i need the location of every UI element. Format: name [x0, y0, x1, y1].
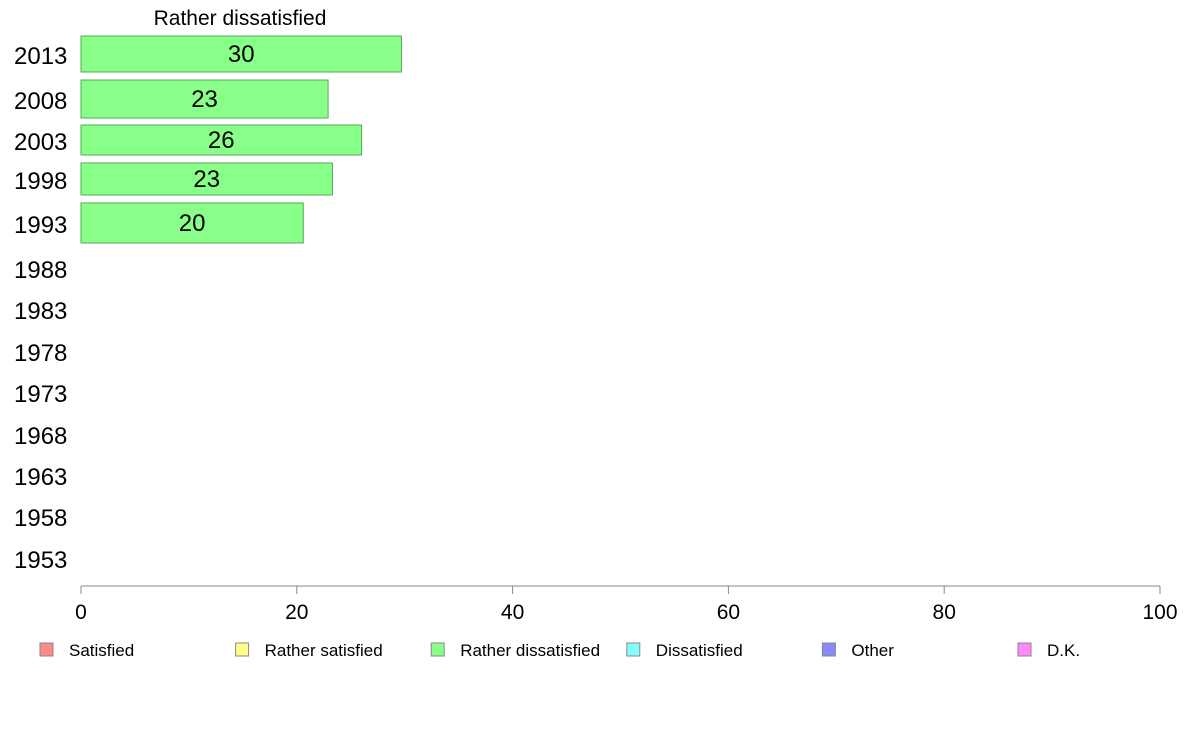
legend-label-0: Satisfied — [69, 641, 134, 660]
category-label-2008: 2008 — [14, 88, 67, 115]
legend-swatch-5 — [1017, 642, 1032, 657]
legend-label-3: Dissatisfied — [656, 641, 743, 660]
x-tick-label-100: 100 — [1142, 601, 1177, 624]
category-label-1988: 1988 — [14, 257, 67, 284]
bars-group: 30 23 26 23 20 — [80, 35, 402, 244]
x-tick-label-60: 60 — [717, 601, 740, 624]
bar-2008 — [80, 79, 329, 119]
category-label-1973: 1973 — [14, 381, 67, 408]
bar-2013 — [80, 35, 402, 73]
legend-label-2: Rather dissatisfied — [460, 641, 600, 660]
bar-value-2013: 30 — [228, 41, 255, 68]
category-label-1953: 1953 — [14, 547, 67, 574]
bar-value-2008: 23 — [191, 86, 218, 113]
legend-swatch-0 — [39, 642, 54, 657]
legend-label-5: D.K. — [1047, 641, 1080, 660]
x-tick-label-80: 80 — [933, 601, 956, 624]
legend-swatch-4 — [821, 642, 836, 657]
category-label-1963: 1963 — [14, 464, 67, 491]
legend-swatch-3 — [626, 642, 641, 657]
legend-label-4: Other — [851, 641, 894, 660]
legend-swatch-2 — [430, 642, 445, 657]
bar-1998 — [80, 162, 333, 196]
category-label-1983: 1983 — [14, 298, 67, 325]
chart-title: Rather dissatisfied — [154, 7, 327, 30]
x-tick-label-40: 40 — [501, 601, 524, 624]
legend: Satisfied Rather satisfied Rather dissatis… — [39, 641, 1080, 660]
category-label-1998: 1998 — [14, 168, 67, 195]
category-label-1978: 1978 — [14, 340, 67, 367]
category-labels: 2013 2008 2003 1998 1993 1988 1983 1978 1973 1968… — [14, 43, 67, 574]
x-tick-label-0: 0 — [75, 601, 87, 624]
x-tick-label-20: 20 — [285, 601, 308, 624]
bar-value-2003: 26 — [208, 127, 235, 154]
bar-value-1998: 23 — [193, 166, 220, 193]
bar-1993 — [80, 202, 304, 244]
bar-value-1993: 20 — [179, 210, 206, 237]
category-label-1958: 1958 — [14, 505, 67, 532]
bar-2003 — [80, 124, 363, 156]
category-label-2003: 2003 — [14, 129, 67, 156]
legend-label-1: Rather satisfied — [265, 641, 383, 660]
legend-swatch-1 — [235, 642, 250, 657]
category-label-2013: 2013 — [14, 43, 67, 70]
category-label-1968: 1968 — [14, 423, 67, 450]
x-axis: 0 20 40 60 80 100 — [75, 585, 1178, 624]
category-label-1993: 1993 — [14, 212, 67, 239]
